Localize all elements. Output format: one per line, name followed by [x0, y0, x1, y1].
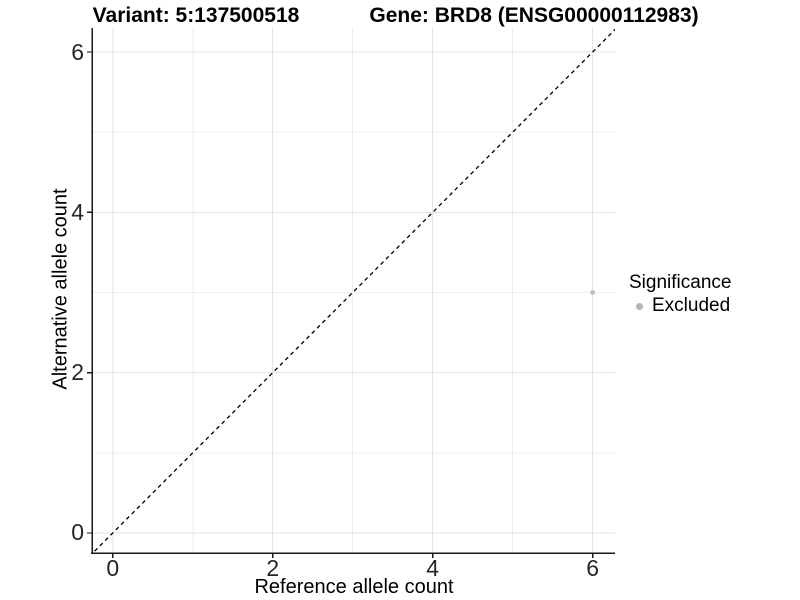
legend-point-icon [636, 302, 643, 310]
x-tick-label: 2 [266, 555, 280, 581]
legend-title: Significance [629, 272, 732, 293]
legend-item: Excluded [629, 295, 731, 317]
plot-title-gene: Gene: BRD8 (ENSG00000112983) [369, 4, 699, 27]
x-tick-label: 4 [426, 555, 440, 581]
legend: Significance Excluded [629, 272, 731, 317]
x-axis-title: Reference allele count [254, 576, 454, 598]
y-tick-label: 2 [71, 359, 84, 386]
y-tick-label: 6 [71, 38, 84, 65]
x-tick-label: 6 [586, 555, 599, 581]
x-tick-label: 0 [106, 555, 120, 581]
identity-line [92, 28, 615, 553]
legend-item-label: Excluded [652, 295, 731, 316]
plot-title-variant: Variant: 5:137500518 [92, 4, 300, 27]
y-tick-label: 0 [71, 519, 84, 546]
y-tick-label: 4 [71, 198, 84, 225]
data-point [590, 290, 596, 295]
